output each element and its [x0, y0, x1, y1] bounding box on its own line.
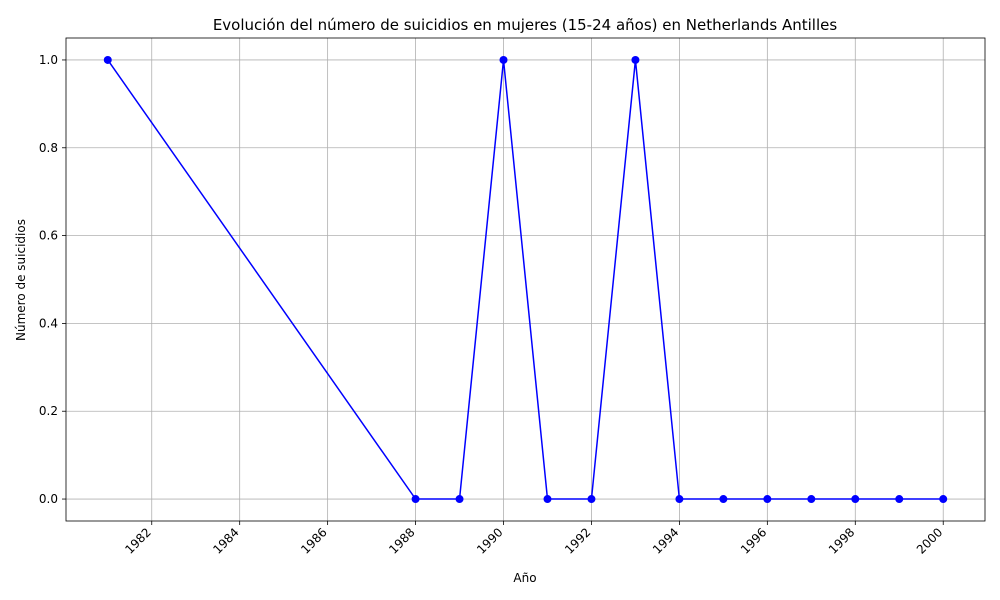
data-point [939, 495, 948, 504]
y-tick-label: 0.2 [39, 404, 58, 418]
x-tick-label: 1990 [474, 525, 505, 556]
data-point [719, 495, 728, 504]
data-point [587, 495, 596, 504]
x-tick-label: 1994 [650, 525, 681, 556]
data-point [895, 495, 904, 504]
data-point [807, 495, 816, 504]
data-point [499, 55, 508, 64]
x-tick-label: 1992 [562, 525, 593, 556]
data-point [543, 495, 552, 504]
x-tick-label: 1986 [298, 525, 329, 556]
x-tick-label: 1996 [738, 525, 769, 556]
y-tick-label: 0.6 [39, 229, 58, 243]
data-point [763, 495, 772, 504]
x-tick-label: 1998 [826, 525, 857, 556]
x-tick-label: 1982 [122, 525, 153, 556]
grid-lines [66, 38, 985, 521]
y-axis: 0.0 0.2 0.4 0.6 0.8 1.0 [39, 53, 66, 506]
x-tick-label: 1984 [210, 525, 241, 556]
data-point [455, 495, 464, 504]
x-axis: 1982 1984 1986 1988 1990 1992 1994 1996 1998 2000 [122, 521, 945, 557]
chart-title: Evolución del número de suicidios en muj… [213, 16, 838, 34]
y-tick-label: 0.4 [39, 316, 58, 330]
data-point [675, 495, 684, 504]
series-line [103, 55, 948, 504]
x-axis-label: Año [513, 571, 536, 585]
data-point [851, 495, 860, 504]
data-point [411, 495, 420, 504]
y-tick-label: 0.8 [39, 141, 58, 155]
y-tick-label: 1.0 [39, 53, 58, 67]
plot-area-frame [65, 37, 986, 522]
x-tick-label: 2000 [914, 525, 945, 556]
y-axis-label: Número de suicidios [14, 219, 28, 341]
data-line [107, 59, 944, 500]
x-tick-label: 1988 [386, 525, 417, 556]
data-point [631, 55, 640, 64]
data-point [103, 55, 112, 64]
y-tick-label: 0.0 [39, 492, 58, 506]
